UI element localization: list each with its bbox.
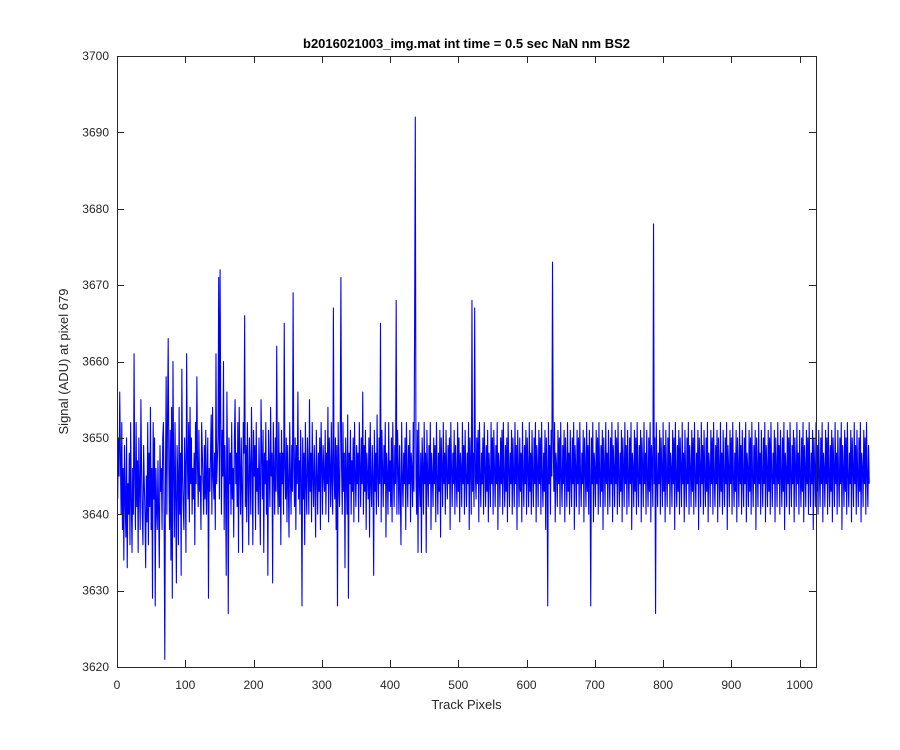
x-tick-label: 900 xyxy=(721,678,741,692)
y-tick-label: 3670 xyxy=(82,278,109,292)
x-tick-label: 500 xyxy=(448,678,468,692)
y-tick-label: 3690 xyxy=(82,125,109,139)
x-tick-label: 700 xyxy=(585,678,605,692)
y-tick-label: 3660 xyxy=(82,355,109,369)
x-tick-label: 400 xyxy=(380,678,400,692)
x-tick-label: 800 xyxy=(653,678,673,692)
x-tick-label: 0 xyxy=(114,678,121,692)
y-tick-label: 3620 xyxy=(82,660,109,674)
y-tick-label: 3640 xyxy=(82,507,109,521)
x-tick-label: 100 xyxy=(175,678,195,692)
x-axis-label: Track Pixels xyxy=(431,697,502,712)
series-layer xyxy=(117,116,870,660)
y-axis-label: Signal (ADU) at pixel 679 xyxy=(56,289,71,435)
ticks-layer: 0 100 200 300 400 500 600 700 800 900 1000 3620 3630… xyxy=(82,49,816,692)
x-tick-label: 600 xyxy=(517,678,537,692)
y-tick-label: 3630 xyxy=(82,584,109,598)
x-tick-label: 300 xyxy=(312,678,332,692)
chart-title: b2016021003_img.mat int time = 0.5 sec N… xyxy=(303,36,630,51)
x-tick-label: 200 xyxy=(244,678,264,692)
y-tick-label: 3650 xyxy=(82,431,109,445)
axes-background xyxy=(117,56,816,667)
y-tick-label: 3680 xyxy=(82,202,109,216)
x-tick-label: 1000 xyxy=(786,678,813,692)
series-line-0 xyxy=(117,116,870,660)
y-tick-label: 3700 xyxy=(82,49,109,63)
